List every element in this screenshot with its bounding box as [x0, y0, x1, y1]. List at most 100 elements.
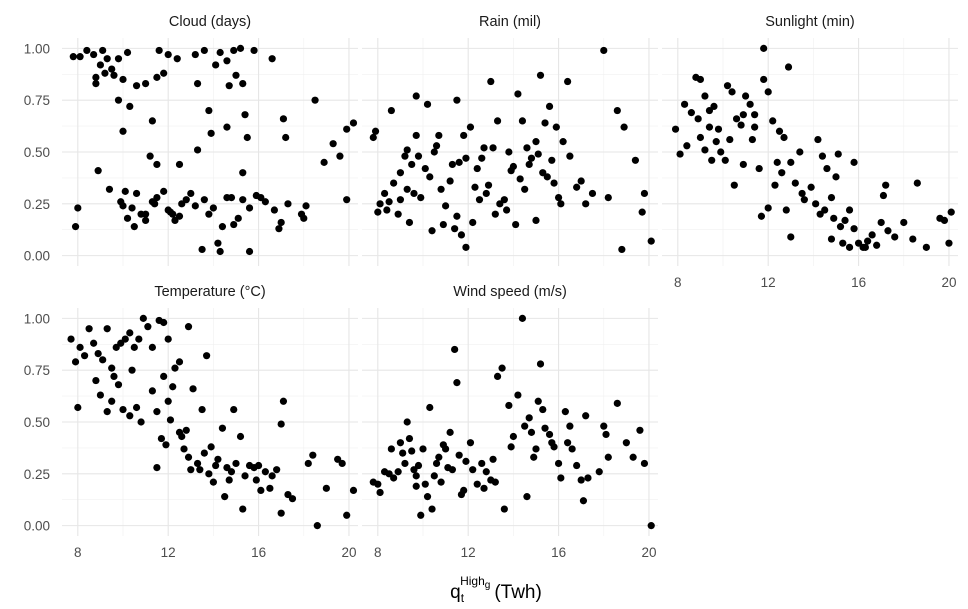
data-point	[284, 200, 292, 208]
data-point	[730, 181, 738, 189]
data-point	[336, 152, 344, 160]
data-point	[882, 181, 890, 189]
data-point	[478, 459, 486, 468]
data-point	[588, 189, 597, 198]
data-point	[257, 486, 265, 494]
data-point	[223, 123, 231, 131]
data-point	[151, 200, 159, 208]
facet-panel: Rain (mil)	[362, 14, 658, 266]
data-point	[539, 405, 547, 414]
data-point	[212, 461, 220, 470]
data-point	[403, 185, 411, 193]
data-point	[374, 480, 382, 488]
data-point	[457, 231, 466, 239]
data-point	[94, 350, 102, 358]
data-point	[90, 339, 98, 347]
data-point	[171, 364, 179, 372]
data-point	[414, 461, 423, 470]
data-point	[311, 96, 319, 104]
x-axis-label-subscript: t	[461, 591, 465, 605]
facet-title: Wind speed (m/s)	[453, 284, 567, 300]
data-point	[279, 115, 288, 123]
data-point	[446, 428, 454, 436]
x-tick-label: 16	[251, 545, 266, 560]
data-point	[638, 208, 646, 216]
data-point	[455, 158, 463, 166]
data-point	[85, 325, 93, 333]
data-point	[164, 335, 172, 343]
data-point	[412, 131, 420, 140]
data-point	[505, 401, 513, 410]
data-point	[683, 142, 691, 150]
x-tick-label: 20	[341, 545, 356, 560]
data-point	[338, 459, 346, 468]
data-point	[728, 88, 736, 96]
data-point	[877, 218, 885, 227]
data-point	[239, 80, 247, 88]
facet-panels: Cloud (days) 0.00 0.25 0.50 0.75 1.00 Rain (mi…	[24, 14, 958, 560]
data-point	[861, 243, 869, 251]
data-point	[559, 138, 567, 146]
data-point	[498, 364, 506, 372]
data-point	[414, 152, 423, 160]
data-point	[884, 227, 892, 235]
data-point	[764, 204, 772, 212]
data-point	[778, 169, 786, 177]
data-point	[622, 439, 630, 447]
data-point	[153, 464, 161, 472]
data-point	[812, 200, 820, 208]
data-point	[940, 216, 949, 224]
x-tick-label: 20	[941, 275, 956, 290]
data-point	[421, 164, 429, 173]
data-point	[198, 405, 206, 414]
data-point	[909, 235, 917, 243]
data-point	[850, 158, 858, 166]
data-point	[157, 434, 166, 443]
data-point	[216, 247, 224, 256]
data-point	[694, 115, 702, 123]
data-point	[448, 160, 456, 169]
data-point	[746, 100, 754, 108]
data-point	[268, 55, 276, 63]
facet-panel: Sunlight (min) 8 12 16 20	[662, 14, 958, 290]
data-point	[123, 214, 132, 222]
data-point	[92, 73, 100, 81]
data-point	[604, 453, 612, 461]
data-point	[453, 212, 461, 220]
facet-panel: Wind speed (m/s) 8 12 16 20	[362, 284, 658, 560]
x-tick-label: 12	[161, 545, 176, 560]
data-point	[545, 430, 554, 439]
data-point	[114, 96, 123, 104]
data-point	[507, 443, 515, 451]
data-point	[387, 445, 395, 453]
facet-panel: Cloud (days) 0.00 0.25 0.50 0.75 1.00	[24, 14, 358, 266]
data-point	[261, 198, 269, 206]
data-point	[227, 468, 236, 476]
data-point	[647, 522, 655, 530]
data-point	[582, 412, 590, 420]
data-point	[564, 77, 572, 86]
data-point	[584, 474, 592, 482]
facet-title: Cloud (days)	[169, 14, 251, 30]
data-point	[595, 468, 603, 476]
data-point	[387, 106, 395, 115]
data-point	[200, 46, 208, 55]
data-point	[369, 133, 377, 142]
data-point	[836, 223, 845, 231]
data-point	[757, 212, 766, 220]
data-point	[214, 455, 222, 463]
data-point	[521, 185, 529, 193]
data-point	[218, 223, 227, 231]
data-point	[518, 314, 527, 322]
data-point	[320, 158, 328, 166]
data-point	[850, 225, 858, 233]
data-point	[189, 385, 197, 393]
data-point	[191, 202, 199, 210]
data-point	[277, 218, 285, 227]
data-point	[252, 476, 260, 484]
data-point	[514, 90, 522, 98]
data-point	[184, 453, 193, 461]
y-tick-label: 0.75	[24, 93, 50, 108]
data-point	[435, 453, 443, 461]
data-point	[557, 474, 565, 482]
